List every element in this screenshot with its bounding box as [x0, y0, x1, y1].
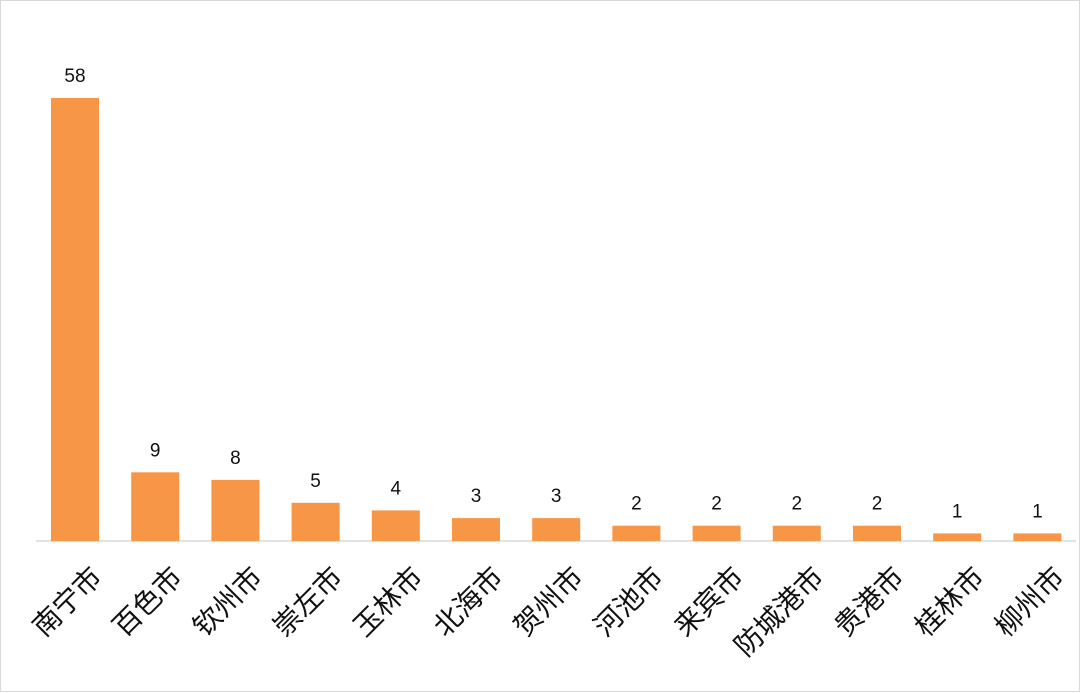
category-label-0: 南宁市	[26, 560, 109, 643]
data-label-4: 4	[391, 478, 402, 499]
data-label-1: 9	[150, 440, 161, 461]
category-label-7: 河池市	[587, 560, 670, 643]
data-label-12: 1	[1032, 501, 1043, 522]
category-label-1: 百色市	[106, 560, 189, 643]
bar-1	[131, 472, 180, 541]
data-label-6: 3	[551, 486, 562, 507]
data-label-7: 2	[631, 494, 642, 515]
bar-3	[291, 502, 340, 541]
category-label-4: 玉林市	[347, 560, 430, 643]
data-label-11: 1	[952, 501, 963, 522]
data-label-3: 5	[310, 471, 321, 492]
category-label-11: 桂林市	[908, 560, 991, 643]
category-label-6: 贺州市	[507, 560, 590, 643]
data-label-9: 2	[792, 494, 803, 515]
data-label-0: 58	[64, 66, 85, 87]
bar-7	[612, 525, 661, 541]
data-label-2: 8	[230, 448, 241, 469]
bar-2	[211, 479, 260, 541]
category-label-3: 崇左市	[267, 560, 350, 643]
bar-4	[371, 510, 420, 541]
bar-9	[772, 525, 821, 541]
category-label-12: 柳州市	[988, 560, 1071, 643]
bar-10	[853, 525, 901, 541]
data-label-8: 2	[711, 494, 722, 515]
category-label-2: 钦州市	[186, 560, 269, 643]
bar-0	[51, 98, 99, 541]
bar-8	[692, 525, 741, 541]
category-label-9: 防城港市	[728, 560, 831, 663]
data-label-5: 3	[471, 486, 482, 507]
data-label-10: 2	[872, 494, 883, 515]
bar-6	[532, 518, 581, 541]
bar-5	[452, 518, 500, 541]
bar-11	[933, 533, 982, 541]
category-label-10: 贵港市	[828, 560, 911, 643]
bar-12	[1013, 533, 1062, 541]
category-label-5: 北海市	[427, 560, 510, 643]
